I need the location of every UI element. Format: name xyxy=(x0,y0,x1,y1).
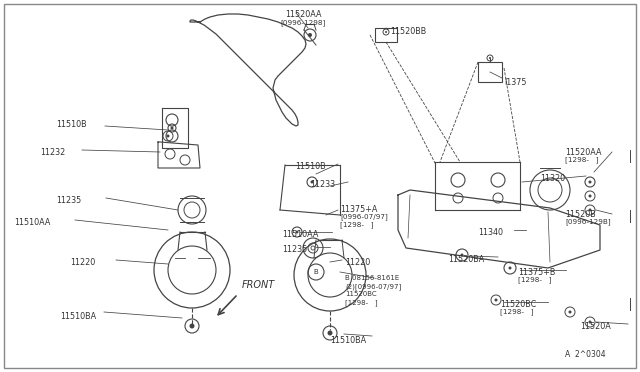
Text: (2)[0996-07/97]: (2)[0996-07/97] xyxy=(345,283,401,290)
Text: B: B xyxy=(314,269,318,275)
Text: 11320: 11320 xyxy=(540,174,565,183)
Text: 11510B: 11510B xyxy=(295,162,326,171)
Text: 11520BC: 11520BC xyxy=(345,291,376,297)
Bar xyxy=(478,62,502,82)
Circle shape xyxy=(461,253,463,257)
Text: 11220: 11220 xyxy=(345,258,371,267)
Circle shape xyxy=(328,330,333,336)
Text: 11510BA: 11510BA xyxy=(60,312,96,321)
Circle shape xyxy=(296,231,298,234)
Text: 11375+A: 11375+A xyxy=(340,205,378,214)
Text: [1298-   ]: [1298- ] xyxy=(518,276,552,283)
Text: A  2^0304: A 2^0304 xyxy=(565,350,605,359)
Circle shape xyxy=(495,298,497,301)
Text: 11520AA: 11520AA xyxy=(285,10,321,19)
Text: I1375: I1375 xyxy=(504,78,527,87)
Circle shape xyxy=(489,57,491,59)
Circle shape xyxy=(589,195,591,198)
Text: 11235: 11235 xyxy=(282,245,307,254)
Circle shape xyxy=(589,321,591,324)
Text: 11510AA: 11510AA xyxy=(282,230,318,239)
Text: 11520BB: 11520BB xyxy=(390,27,426,36)
Text: 11233: 11233 xyxy=(310,180,335,189)
Text: [0996-129B]: [0996-129B] xyxy=(565,218,611,225)
Text: FRONT: FRONT xyxy=(242,280,275,290)
Bar xyxy=(375,28,397,42)
Circle shape xyxy=(310,180,314,183)
Text: 11375+B: 11375+B xyxy=(518,268,556,277)
Text: 11340: 11340 xyxy=(478,228,503,237)
Text: 11520BC: 11520BC xyxy=(500,300,536,309)
Circle shape xyxy=(166,135,170,138)
Text: 11510BA: 11510BA xyxy=(330,336,366,345)
Circle shape xyxy=(189,324,195,328)
Circle shape xyxy=(589,208,591,212)
Text: 11520BA: 11520BA xyxy=(448,255,484,264)
Text: 11520AA: 11520AA xyxy=(565,148,602,157)
Text: 11220: 11220 xyxy=(70,258,95,267)
Text: 11520A: 11520A xyxy=(580,322,611,331)
Text: 11235: 11235 xyxy=(56,196,81,205)
Text: [1298-   ]: [1298- ] xyxy=(565,156,598,163)
Text: [1298-   ]: [1298- ] xyxy=(340,221,374,228)
Text: [0996-07/97]: [0996-07/97] xyxy=(340,213,388,220)
Circle shape xyxy=(568,311,572,314)
Circle shape xyxy=(589,180,591,183)
Circle shape xyxy=(385,31,387,33)
Text: [1298-   ]: [1298- ] xyxy=(500,308,534,315)
Circle shape xyxy=(308,33,312,37)
Text: 11520B: 11520B xyxy=(565,210,596,219)
Text: 11232: 11232 xyxy=(40,148,65,157)
Circle shape xyxy=(509,266,511,269)
Text: [0996-1298]: [0996-1298] xyxy=(280,19,326,26)
Text: B 08156-8161E: B 08156-8161E xyxy=(345,275,399,281)
Text: 11510AA: 11510AA xyxy=(14,218,51,227)
Text: 11510B: 11510B xyxy=(56,120,86,129)
Text: [1298-   ]: [1298- ] xyxy=(345,299,378,306)
Circle shape xyxy=(170,126,173,129)
